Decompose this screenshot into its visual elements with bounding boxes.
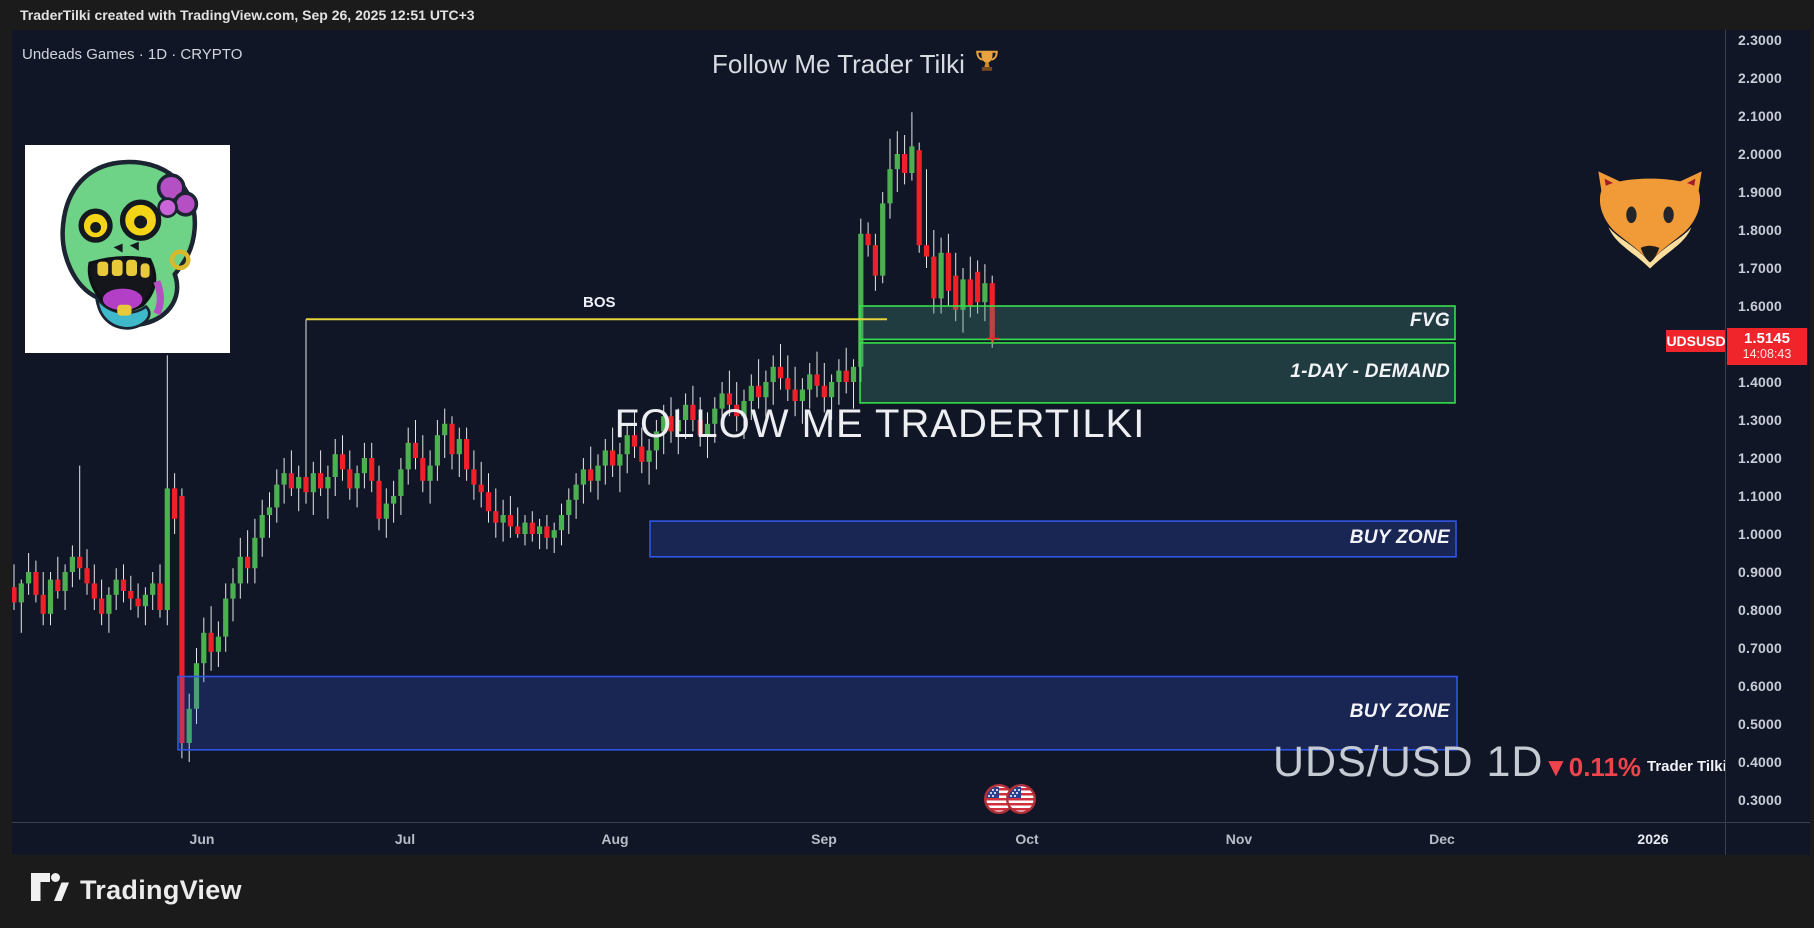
price-axis-label: 0.3000: [1738, 792, 1783, 808]
price-axis-label: 0.8000: [1738, 602, 1783, 618]
chart-canvas[interactable]: Undeads Games · 1D · CRYPTO Follow Me Tr…: [12, 30, 1810, 855]
time-axis-label: Oct: [1015, 831, 1039, 847]
price-axis[interactable]: 2.3000 2.2000 2.1000 2.0000 1.9000 1.8000 1.70…: [1725, 30, 1810, 822]
zombie-artwork: [25, 145, 230, 353]
price-axis-label: 0.5000: [1738, 716, 1783, 732]
time-axis-label: Dec: [1429, 831, 1455, 847]
tradingview-brand[interactable]: TradingView: [30, 871, 242, 910]
symbol-price-badge: UDSUSD: [1666, 330, 1726, 352]
price-axis-label: 1.0000: [1738, 526, 1783, 542]
bottom-change-percent: ▼0.11%: [1543, 752, 1642, 782]
buy-zone-upper-label: BUY ZONE: [1349, 527, 1450, 548]
candlestick-layer: [12, 112, 1458, 762]
price-axis-label: 0.6000: [1738, 678, 1783, 694]
trophy-icon: [974, 48, 1000, 81]
usd-flag-icon: [1005, 783, 1037, 815]
demand-zone-label: 1-DAY - DEMAND: [1290, 361, 1450, 382]
bottom-symbol-text: UDS/USD 1D: [1273, 738, 1544, 786]
attribution-bar: TraderTilki created with TradingView.com…: [0, 0, 1814, 30]
footer-bar: TradingView: [0, 855, 1814, 928]
bottom-author-text: Trader Tilki: [1647, 758, 1727, 775]
price-axis-label: 2.1000: [1738, 108, 1783, 124]
buy-zone-lower-label: BUY ZONE: [1349, 701, 1450, 722]
price-axis-label: 1.2000: [1738, 450, 1783, 466]
price-axis-label: 1.8000: [1738, 222, 1783, 238]
price-axis-label: 2.3000: [1738, 32, 1783, 48]
fox-icon: [1588, 166, 1712, 281]
time-axis-label: 2026: [1637, 831, 1669, 847]
price-axis-label: 0.9000: [1738, 564, 1783, 580]
bos-label: BOS: [583, 294, 616, 311]
price-axis-label: 1.3000: [1738, 412, 1783, 428]
price-axis-label: 2.0000: [1738, 146, 1783, 162]
price-axis-label: 1.9000: [1738, 184, 1783, 200]
usd-flag-icon: [983, 783, 1015, 815]
axis-separator: [1725, 822, 1726, 855]
price-axis-label: 1.1000: [1738, 488, 1783, 504]
price-axis-label: 0.7000: [1738, 640, 1783, 656]
last-price-marker: 1.5145 14:08:43: [1727, 328, 1807, 365]
time-axis-label: Nov: [1225, 831, 1253, 847]
fvg-zone-label: FVG: [1410, 310, 1450, 331]
chart-header-title-text: Follow Me Trader Tilki: [712, 49, 965, 79]
price-axis-label: 1.6000: [1738, 298, 1783, 314]
price-axis-label: 0.4000: [1738, 754, 1783, 770]
price-axis-label: 1.7000: [1738, 260, 1783, 276]
watermark-text: FOLLOW ME TRADERTILKI: [614, 402, 1146, 446]
chart-header-title: Follow Me Trader Tilki: [712, 48, 1000, 81]
price-axis-label: 2.2000: [1738, 70, 1783, 86]
symbol-info[interactable]: Undeads Games · 1D · CRYPTO: [22, 46, 243, 63]
time-axis-label: Aug: [601, 831, 629, 847]
currency-flag-icons: [983, 783, 1043, 815]
time-axis-label: Sep: [811, 831, 837, 847]
time-axis[interactable]: Jun Jul Aug Sep Oct Nov Dec 2026: [12, 822, 1810, 855]
time-axis-label: Jul: [394, 831, 416, 847]
tradingview-brand-text: TradingView: [80, 875, 242, 905]
tradingview-logo-icon: [30, 871, 70, 910]
zombie-icon: [59, 159, 198, 330]
attribution-text: TraderTilki created with TradingView.com…: [20, 7, 475, 23]
time-axis-label: Jun: [189, 831, 215, 847]
last-price-value: 1.5145: [1744, 330, 1790, 347]
bar-countdown: 14:08:43: [1742, 347, 1792, 361]
price-axis-label: 1.4000: [1738, 374, 1783, 390]
